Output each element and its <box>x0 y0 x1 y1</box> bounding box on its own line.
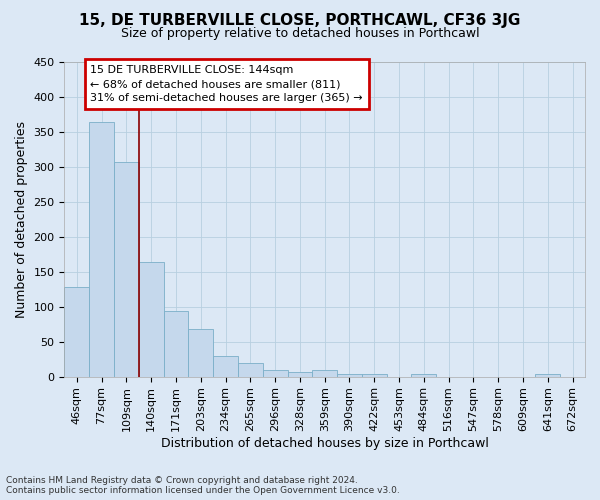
Bar <box>238 364 263 376</box>
Bar <box>412 374 436 376</box>
Bar <box>535 374 560 376</box>
Bar <box>64 287 89 376</box>
Text: 15 DE TURBERVILLE CLOSE: 144sqm
← 68% of detached houses are smaller (811)
31% o: 15 DE TURBERVILLE CLOSE: 144sqm ← 68% of… <box>91 65 363 103</box>
Bar <box>188 329 213 376</box>
Bar <box>139 262 164 376</box>
Bar <box>263 370 287 376</box>
Text: 15, DE TURBERVILLE CLOSE, PORTHCAWL, CF36 3JG: 15, DE TURBERVILLE CLOSE, PORTHCAWL, CF3… <box>79 12 521 28</box>
Bar <box>362 374 386 376</box>
Bar <box>287 372 313 376</box>
Bar <box>213 356 238 376</box>
Bar <box>164 312 188 376</box>
Y-axis label: Number of detached properties: Number of detached properties <box>15 120 28 318</box>
Bar <box>89 122 114 376</box>
Text: Size of property relative to detached houses in Porthcawl: Size of property relative to detached ho… <box>121 28 479 40</box>
X-axis label: Distribution of detached houses by size in Porthcawl: Distribution of detached houses by size … <box>161 437 488 450</box>
Bar <box>114 162 139 376</box>
Text: Contains HM Land Registry data © Crown copyright and database right 2024.
Contai: Contains HM Land Registry data © Crown c… <box>6 476 400 495</box>
Bar <box>337 374 362 376</box>
Bar <box>313 370 337 376</box>
